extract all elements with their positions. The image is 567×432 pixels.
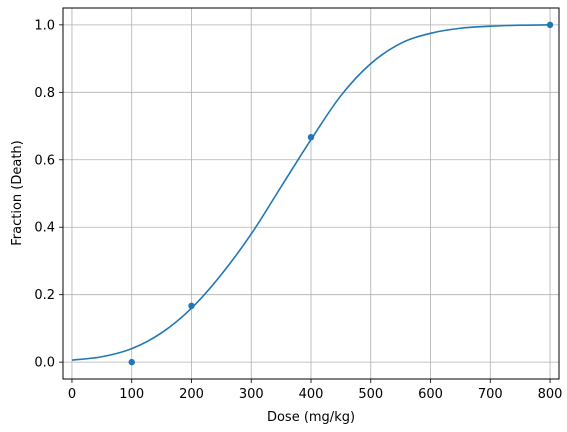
y-tick-label: 0.4 <box>34 221 55 236</box>
x-axis-label: Dose (mg/kg) <box>267 410 355 425</box>
data-point <box>307 133 315 141</box>
data-point <box>188 302 195 310</box>
x-tick-label: 200 <box>179 387 204 402</box>
y-tick-label: 0.6 <box>34 153 55 168</box>
x-tick-label: 500 <box>358 387 383 402</box>
y-tick-label: 0.0 <box>34 356 55 371</box>
x-ticks: 0 100 200 300 400 500 600 700 800 <box>68 379 563 402</box>
x-tick-label: 800 <box>538 387 563 402</box>
x-tick-label: 400 <box>299 387 324 402</box>
y-tick-label: 0.8 <box>34 86 55 101</box>
x-tick-label: 0 <box>68 387 76 402</box>
x-tick-label: 100 <box>119 387 144 402</box>
data-point <box>546 21 554 29</box>
x-tick-label: 600 <box>418 387 443 402</box>
y-ticks: 0.0 0.2 0.4 0.6 0.8 1.0 <box>34 18 63 371</box>
series-layer <box>71 21 554 366</box>
y-axis-label: Fraction (Death) <box>10 140 25 245</box>
data-point <box>128 358 135 366</box>
x-tick-label: 700 <box>478 387 503 402</box>
grid <box>63 8 559 379</box>
y-tick-label: 0.2 <box>34 288 55 303</box>
y-tick-label: 1.0 <box>34 18 55 33</box>
x-tick-label: 300 <box>239 387 264 402</box>
